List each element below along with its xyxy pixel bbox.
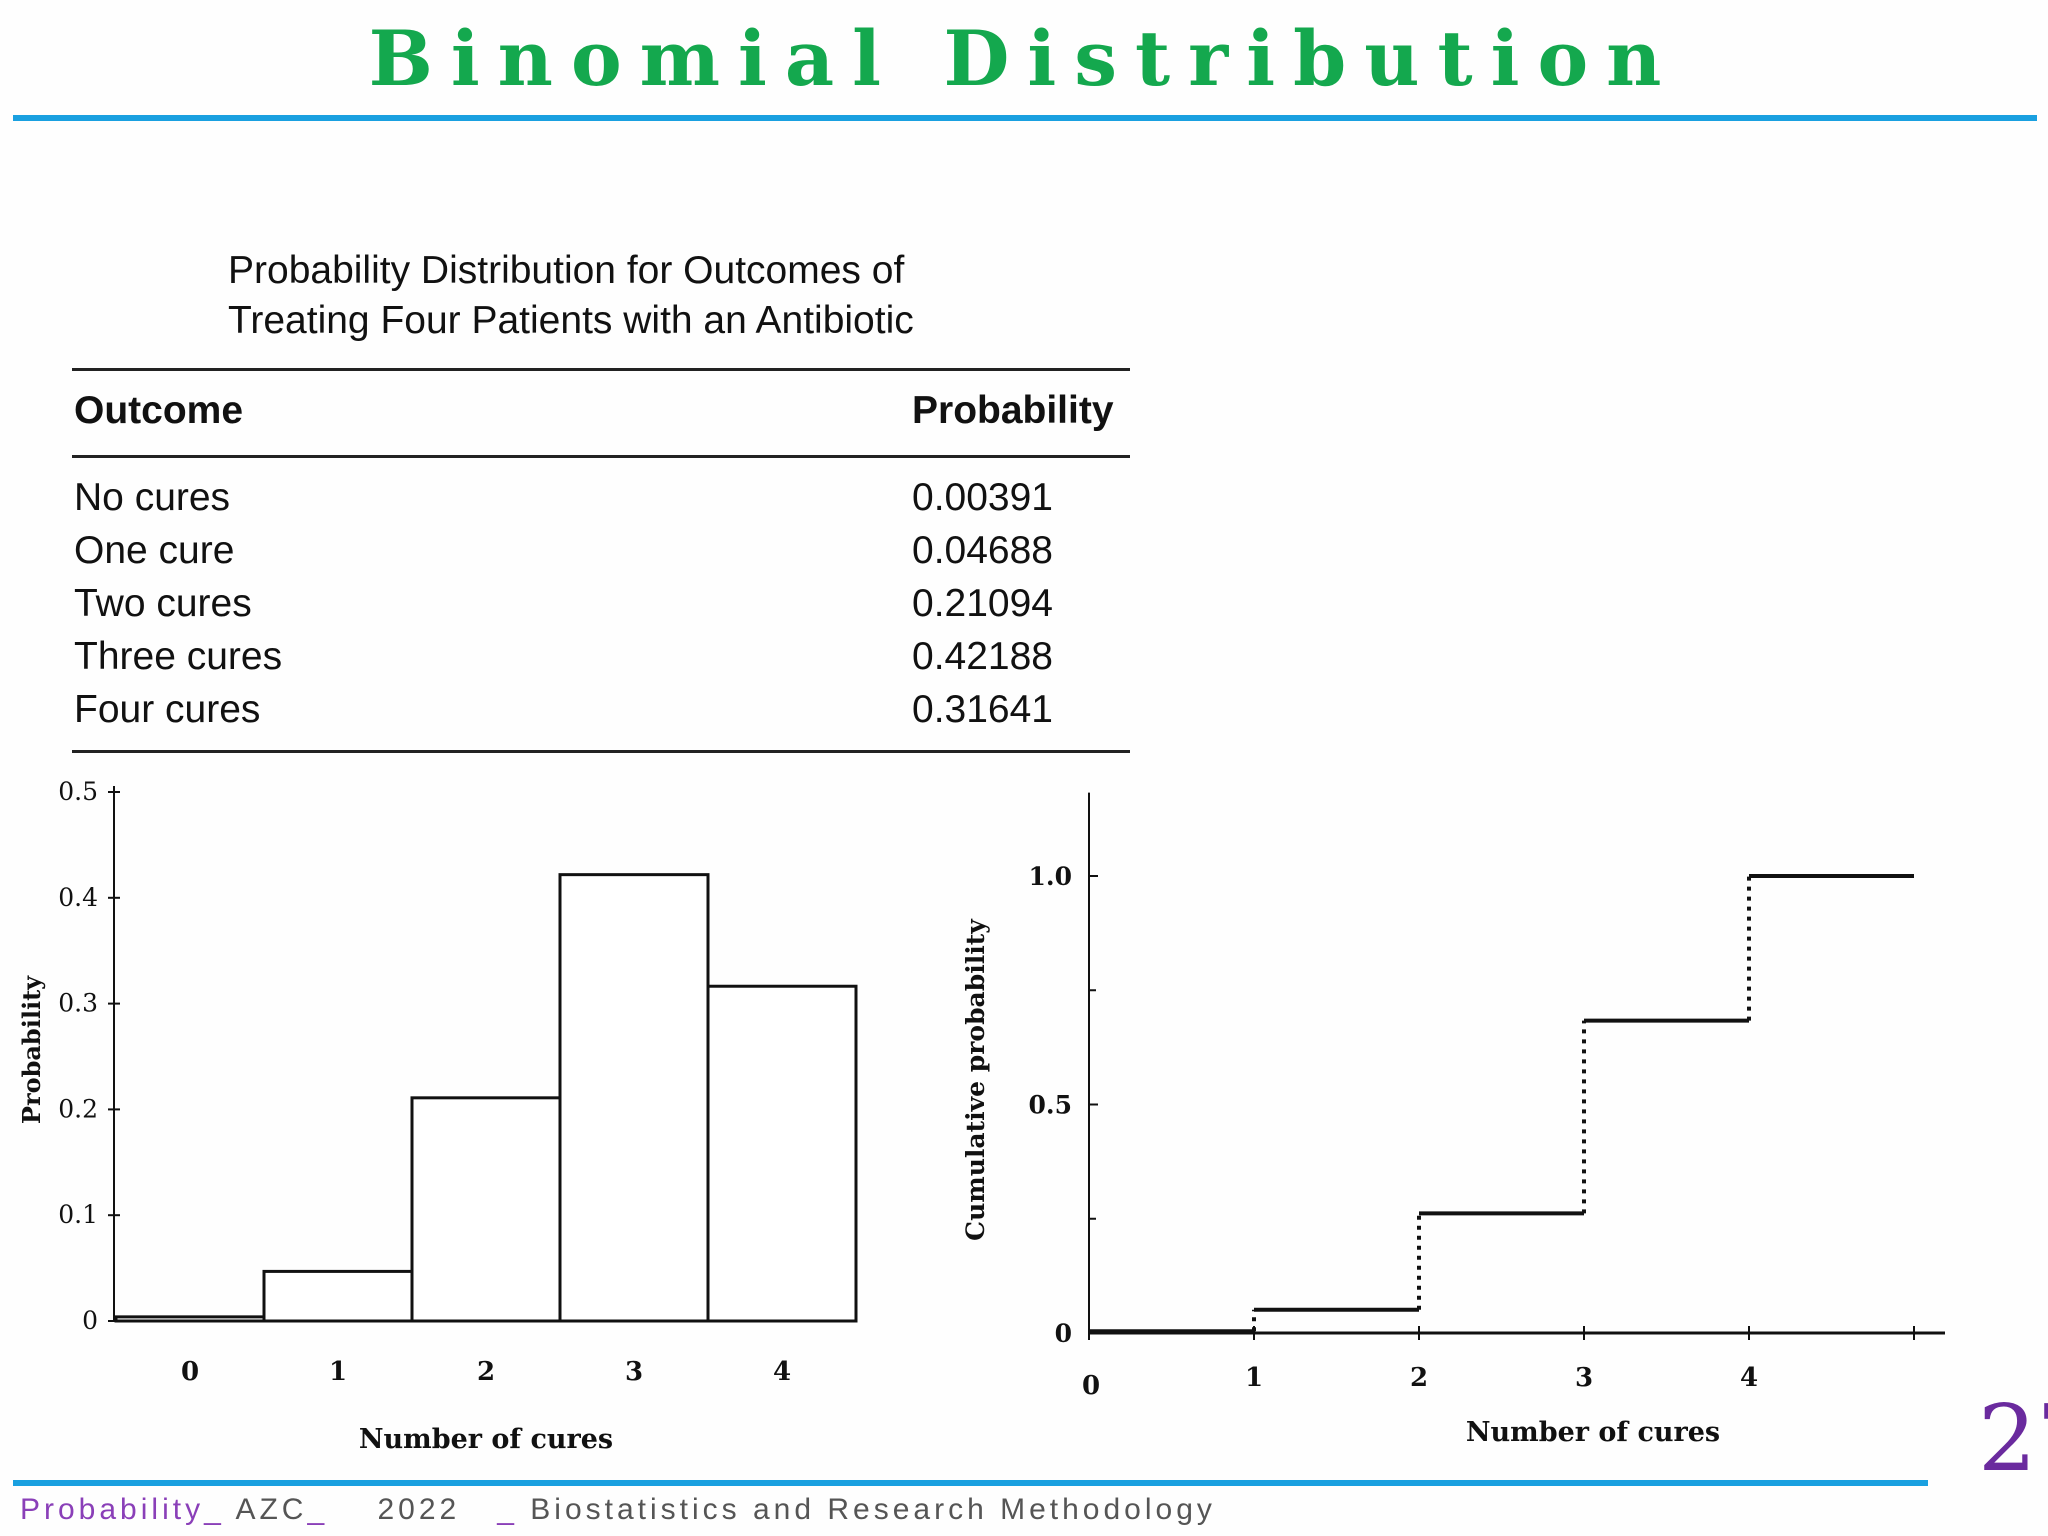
x-tick-label: 4 (1740, 1363, 1758, 1393)
y-tick-label: 0.2 (58, 1094, 98, 1123)
bar (558, 873, 710, 1323)
top-divider (13, 115, 2037, 121)
x-tick-label: 0 (1082, 1371, 1100, 1401)
table-header-probability: Probability (912, 389, 1114, 432)
y-tick-label: 0.5 (58, 777, 98, 806)
y-axis-label: Cumulative probability (961, 918, 990, 1241)
table-title: Probability Distribution for Outcomes of… (228, 246, 914, 346)
footer-author: AZC (235, 1493, 308, 1526)
x-tick-label: 3 (625, 1357, 643, 1387)
x-tick-label: 0 (181, 1357, 199, 1387)
y-tick-label: 0 (1055, 1319, 1072, 1348)
footer-topic: Probability (20, 1493, 205, 1526)
y-tick-label: 0.5 (1029, 1091, 1073, 1120)
y-tick-label: 0.3 (58, 989, 98, 1018)
y-tick-label: 0 (82, 1306, 98, 1335)
bar (114, 1315, 266, 1323)
y-tick-label: 0.4 (58, 883, 98, 912)
x-tick-label: 4 (773, 1357, 791, 1387)
table-cell-outcome: Two cures (74, 582, 252, 625)
table-cell-probability: 0.31641 (912, 688, 1053, 731)
table-header-rule (72, 455, 1130, 458)
x-tick-label: 3 (1575, 1363, 1593, 1393)
y-axis-label: Probability (17, 975, 46, 1124)
table-title-line-2: Treating Four Patients with an Antibioti… (228, 299, 914, 342)
y-tick-label: 1.0 (1029, 862, 1073, 891)
table-title-line-1: Probability Distribution for Outcomes of (228, 249, 905, 292)
footer: Probability_ AZC_ 2022 _ Biostatistics a… (20, 1493, 1216, 1526)
table-cell-probability: 0.04688 (912, 529, 1053, 572)
footer-course: Biostatistics and Research Methodology (530, 1493, 1216, 1526)
table-cell-probability: 0.21094 (912, 582, 1053, 625)
table-bottom-rule (72, 750, 1130, 753)
table-cell-probability: 0.42188 (912, 635, 1053, 678)
y-tick-label: 0.1 (58, 1200, 98, 1229)
table-cell-probability: 0.00391 (912, 476, 1053, 519)
bar (410, 1096, 562, 1323)
slide-title: Binomial Distribution (368, 14, 1680, 103)
x-axis-label: Number of cures (359, 1424, 613, 1455)
page-number: 27 (1978, 1385, 2048, 1492)
bottom-divider (13, 1480, 1928, 1486)
table-cell-outcome: No cures (74, 476, 231, 519)
probability-bar-chart: 0 0.1 0.2 0.3 0.4 0.5 0 1 2 3 4 Number of cures Prob… (17, 777, 858, 1455)
table-cell-outcome: One cure (74, 529, 235, 572)
footer-year: 2022 (377, 1493, 461, 1526)
table-top-rule (72, 368, 1130, 371)
x-axis-label: Number of cures (1466, 1417, 1720, 1448)
bar (262, 1269, 414, 1323)
x-tick-label: 1 (1245, 1363, 1263, 1393)
table-cell-outcome: Three cures (74, 635, 283, 678)
x-tick-label: 2 (477, 1357, 495, 1387)
bar (706, 984, 858, 1323)
x-tick-label: 1 (329, 1357, 347, 1387)
x-tick-label: 2 (1410, 1363, 1428, 1393)
table-cell-outcome: Four cures (74, 688, 261, 731)
table-header-outcome: Outcome (74, 389, 244, 432)
cumulative-step-chart: 0 0.5 1.0 0 1 2 3 4 Number of cures Cumulative pr… (961, 792, 1945, 1448)
